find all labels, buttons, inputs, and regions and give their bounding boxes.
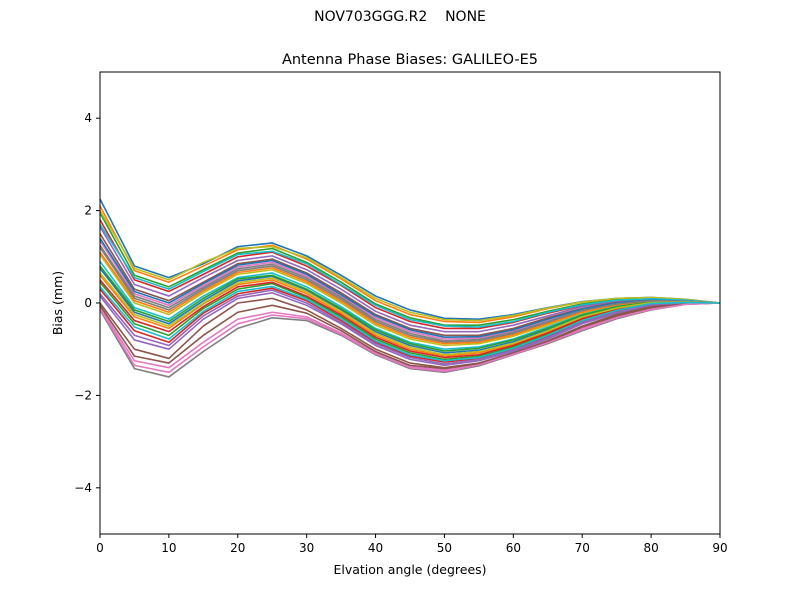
series-line xyxy=(99,279,721,359)
y-axis-ticks: −4 −2 0 2 4 xyxy=(74,111,100,495)
figure-suptitle: NOV703GGG.R2 NONE xyxy=(314,9,486,25)
x-tick-label: 40 xyxy=(368,541,383,555)
x-tick-label: 0 xyxy=(96,541,104,555)
x-tick-label: 70 xyxy=(575,541,590,555)
series-line xyxy=(99,224,721,328)
series-line xyxy=(99,292,720,367)
y-tick-label: 2 xyxy=(84,204,92,218)
x-tick-label: 90 xyxy=(712,541,727,555)
x-tick-label: 10 xyxy=(161,541,176,555)
series-line xyxy=(99,302,721,370)
x-tick-label: 30 xyxy=(299,541,314,555)
series-line xyxy=(99,226,721,333)
series-line xyxy=(99,251,721,345)
x-tick-label: 80 xyxy=(643,541,658,555)
x-axis-ticks: 0 10 20 30 40 50 60 70 80 90 xyxy=(96,534,728,555)
x-axis-label: Elvation angle (degrees) xyxy=(333,562,486,577)
series-line xyxy=(99,265,721,352)
series-line xyxy=(99,237,721,338)
y-axis-label: Bias (mm) xyxy=(50,271,65,335)
y-tick-label: 0 xyxy=(84,296,92,310)
series-lines xyxy=(99,198,721,378)
series-line xyxy=(99,302,721,378)
series-line xyxy=(99,289,720,365)
y-tick-label: −2 xyxy=(74,388,92,402)
y-tick-label: −4 xyxy=(74,481,92,495)
series-line xyxy=(99,302,721,374)
series-line xyxy=(99,210,721,322)
series-line xyxy=(99,244,721,342)
x-tick-label: 60 xyxy=(506,541,521,555)
series-line xyxy=(99,302,721,371)
series-line xyxy=(99,297,721,369)
x-tick-label: 50 xyxy=(437,541,452,555)
y-tick-label: 4 xyxy=(84,111,92,125)
series-line xyxy=(99,272,721,356)
chart-title: Antenna Phase Biases: GALILEO-E5 xyxy=(282,52,538,68)
series-line xyxy=(99,287,721,363)
series-line xyxy=(99,285,721,362)
x-tick-label: 20 xyxy=(230,541,245,555)
